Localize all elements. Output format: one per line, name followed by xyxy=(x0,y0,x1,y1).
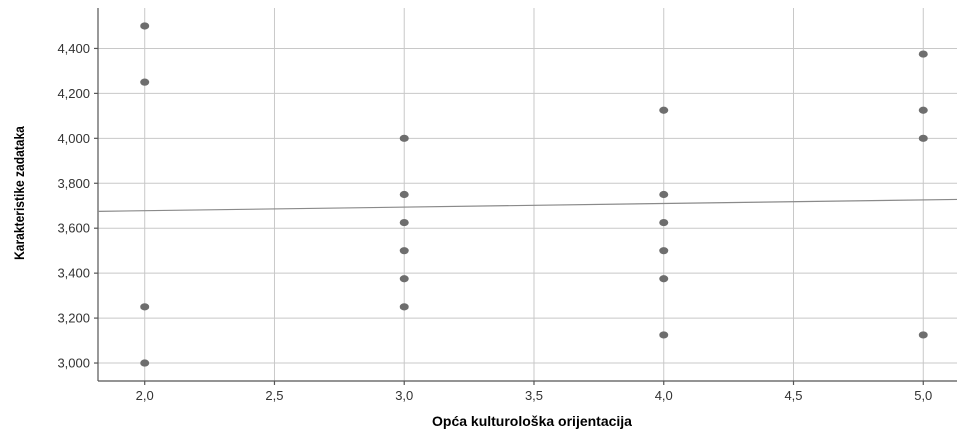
data-point xyxy=(140,22,150,30)
data-point xyxy=(659,218,669,227)
data-point xyxy=(399,218,409,227)
data-point xyxy=(659,106,669,114)
data-point xyxy=(659,275,669,283)
fit-line-layer xyxy=(97,198,957,212)
y-tick-label: 4,400 xyxy=(57,41,90,56)
data-point xyxy=(140,303,150,311)
data-point xyxy=(399,247,409,255)
y-tick-label: 4,000 xyxy=(57,131,90,146)
data-point xyxy=(140,359,150,367)
axes-layer xyxy=(94,8,957,385)
data-point xyxy=(399,134,409,142)
y-tick-label: 3,600 xyxy=(57,221,90,236)
x-tick-label: 4,0 xyxy=(655,388,673,403)
data-point xyxy=(399,190,409,199)
data-point xyxy=(918,134,928,142)
data-point xyxy=(918,331,928,339)
data-point xyxy=(659,190,669,199)
x-tick-label: 3,0 xyxy=(395,388,413,403)
data-point xyxy=(659,247,669,255)
y-axis-title: Karakteristike zadataka xyxy=(11,125,27,259)
fit-line xyxy=(97,198,957,212)
data-point xyxy=(399,275,409,283)
x-tick-label: 3,5 xyxy=(525,388,543,403)
grid-layer xyxy=(98,8,957,381)
tick-labels-layer: 2,0 2,5 3,0 3,5 4,0 4,5 5,0 3,000 3,200 3,400 3,60… xyxy=(57,41,932,403)
data-point xyxy=(918,106,928,114)
data-point xyxy=(659,331,669,339)
data-point xyxy=(399,303,409,311)
x-tick-label: 2,0 xyxy=(136,388,154,403)
points-layer xyxy=(140,22,928,367)
data-point xyxy=(140,78,150,86)
y-tick-label: 3,000 xyxy=(57,356,90,371)
y-tick-label: 4,200 xyxy=(57,86,90,101)
x-tick-label: 2,5 xyxy=(265,388,283,403)
x-tick-label: 4,5 xyxy=(784,388,802,403)
y-tick-label: 3,800 xyxy=(57,176,90,191)
y-tick-label: 3,400 xyxy=(57,266,90,281)
x-tick-label: 5,0 xyxy=(914,388,932,403)
data-point xyxy=(918,50,928,58)
x-axis-title: Opća kulturološka orijentacija xyxy=(432,413,632,429)
y-tick-label: 3,200 xyxy=(57,311,90,326)
